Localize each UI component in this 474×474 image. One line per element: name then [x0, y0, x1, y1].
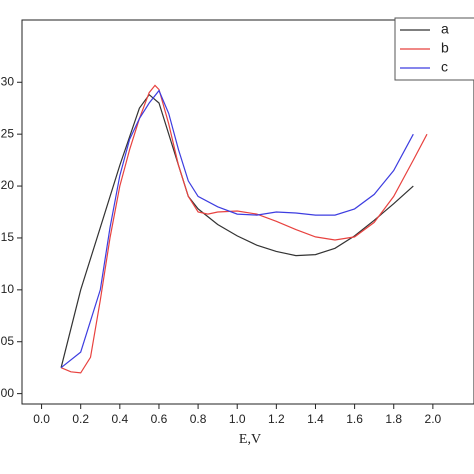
y-tick-label: 05 [1, 334, 15, 348]
x-tick-label: 0.4 [111, 412, 128, 426]
x-tick-label: 1.6 [346, 412, 363, 426]
y-tick-label: 15 [1, 230, 15, 244]
legend-label: c [441, 59, 448, 75]
data-line [60, 84, 428, 374]
legend-label: b [441, 40, 449, 56]
x-axis-label: E,V [239, 432, 261, 447]
y-tick-label: 25 [1, 126, 15, 140]
y-tick-label: 30 [1, 74, 15, 88]
y-tick-label: 20 [1, 178, 15, 192]
x-tick-label: 0.6 [151, 412, 168, 426]
x-tick-label: 0.0 [33, 412, 50, 426]
legend-label: a [441, 21, 449, 37]
x-tick-label: 0.8 [190, 412, 207, 426]
data-line [60, 93, 414, 368]
x-tick-label: 1.0 [229, 412, 246, 426]
plot-frame [21, 19, 474, 405]
x-tick-label: 1.4 [307, 412, 324, 426]
x-tick-label: 0.2 [72, 412, 89, 426]
x-tick-label: 1.2 [268, 412, 285, 426]
y-tick-label: 00 [1, 386, 15, 400]
y-tick-label: 10 [1, 282, 15, 296]
x-tick-label: 2.0 [425, 412, 442, 426]
data-line [60, 89, 414, 369]
x-tick-label: 1.8 [385, 412, 402, 426]
